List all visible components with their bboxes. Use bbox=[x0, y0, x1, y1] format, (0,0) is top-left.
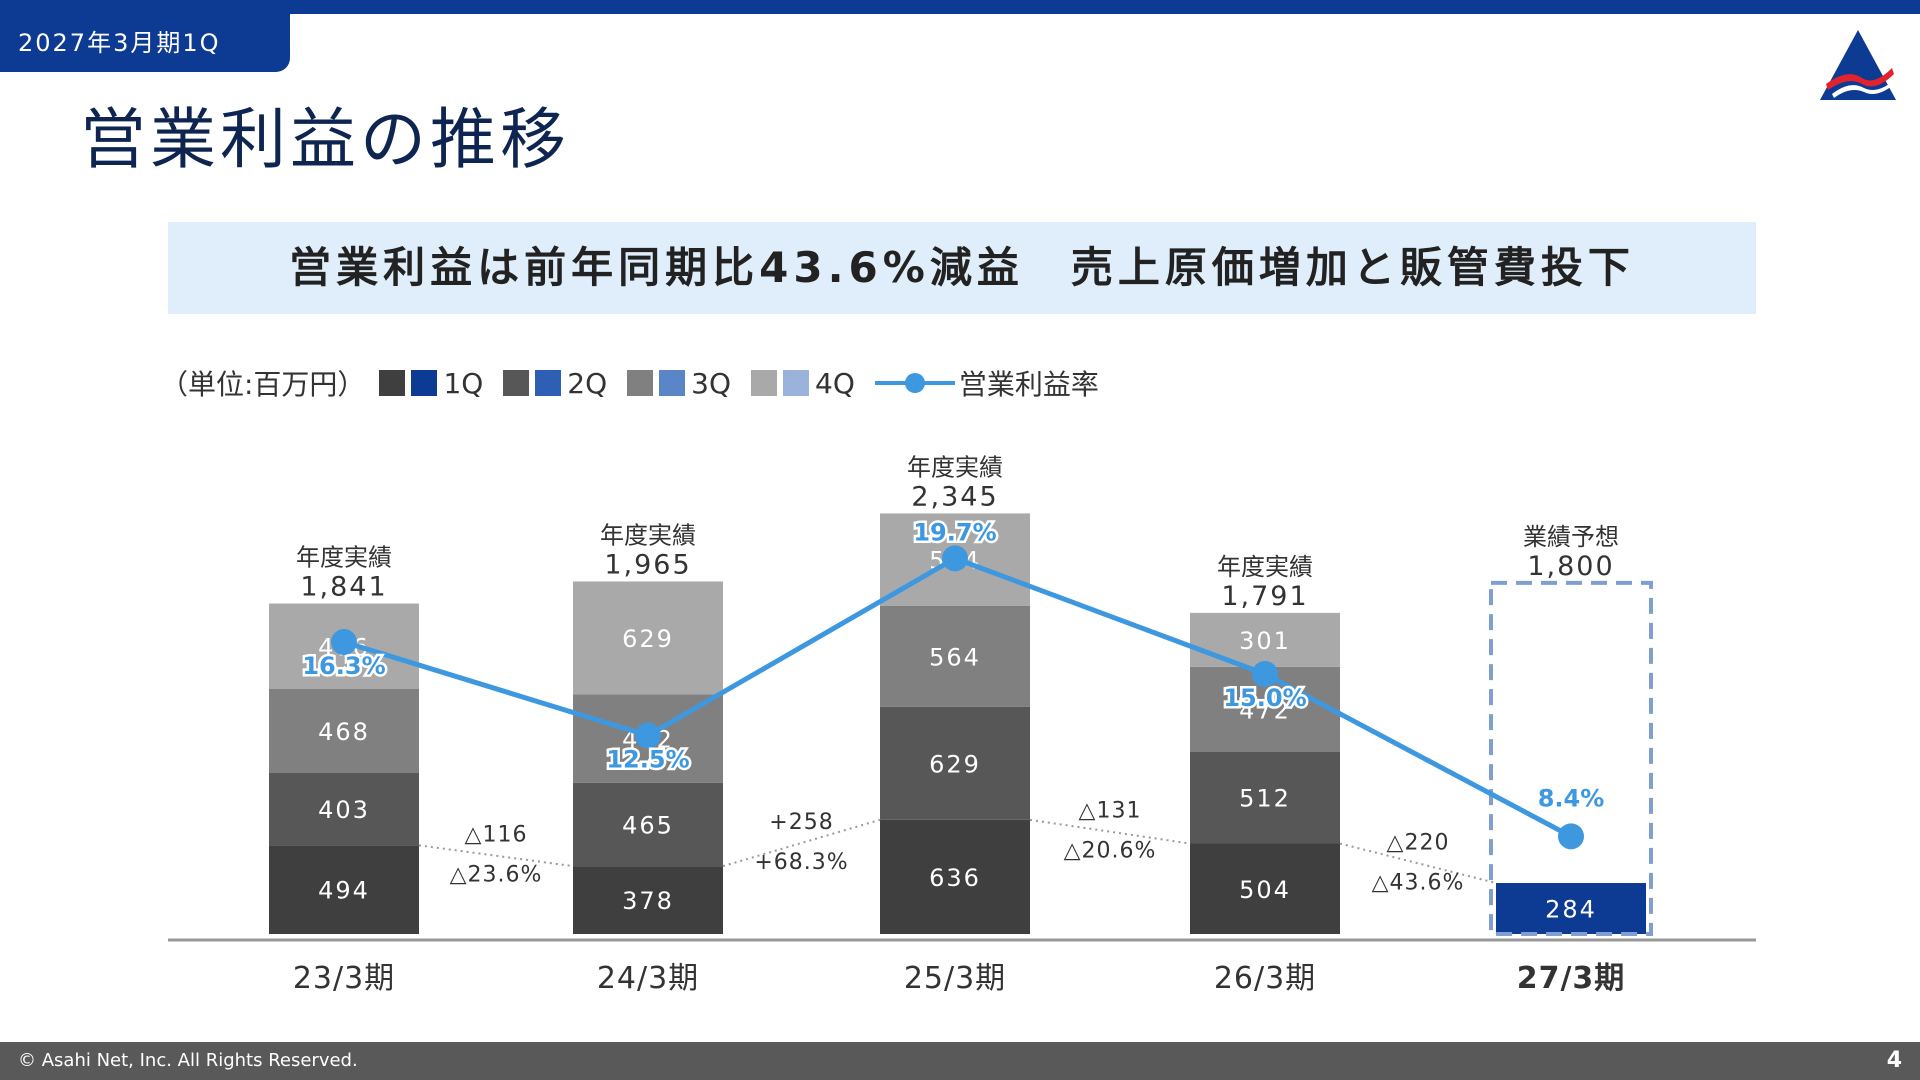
annual-total-label: 年度実績 bbox=[1217, 553, 1313, 581]
bar-value-label: 504 bbox=[1239, 876, 1291, 904]
operating-margin-point bbox=[331, 629, 357, 656]
bar-value-label: 629 bbox=[622, 625, 674, 653]
annual-total-label: 年度実績 bbox=[907, 453, 1003, 481]
bar-segment-1q bbox=[269, 845, 419, 934]
q1-change-pct: △20.6% bbox=[1064, 839, 1157, 864]
bar-segment-3q bbox=[269, 688, 419, 773]
bar-value-label: 636 bbox=[929, 864, 981, 892]
x-tick-label: 26/3期 bbox=[1214, 961, 1316, 996]
top-accent-bar bbox=[0, 0, 1920, 14]
x-tick-label: 23/3期 bbox=[293, 961, 395, 996]
legend-swatch-2q-forecast bbox=[535, 370, 562, 396]
legend-label-4q: 4Q bbox=[815, 366, 855, 400]
bar-segment-1q bbox=[1496, 883, 1646, 934]
annual-total-label: 年度実績 bbox=[296, 544, 392, 572]
bar-segment-3q bbox=[880, 605, 1030, 707]
bar-value-label: 629 bbox=[929, 750, 981, 778]
annual-total-value: 2,345 bbox=[911, 481, 998, 512]
operating-margin-label: 19.7% bbox=[913, 518, 996, 546]
q1-change-amount: △116 bbox=[465, 823, 528, 848]
x-tick-label: 27/3期 bbox=[1517, 961, 1626, 996]
legend-swatch-4q-actual bbox=[751, 370, 778, 396]
legend-label-3q: 3Q bbox=[691, 366, 732, 400]
bar-segment-2q bbox=[880, 706, 1030, 820]
operating-margin-point bbox=[635, 722, 661, 749]
q1-change-pct: △43.6% bbox=[1372, 870, 1465, 895]
legend-swatch-1q-forecast bbox=[411, 370, 438, 396]
legend-swatch-4q-forecast bbox=[783, 370, 810, 396]
bar-value-label: 564 bbox=[929, 643, 981, 671]
annual-total-label: 業績予想 bbox=[1523, 523, 1619, 551]
asahi-net-logo-icon bbox=[1818, 28, 1898, 102]
x-tick-label: 25/3期 bbox=[904, 961, 1006, 996]
bar-value-label: 403 bbox=[318, 796, 370, 824]
bar-segment-2q bbox=[573, 782, 723, 867]
legend-swatch-1q-actual bbox=[379, 370, 406, 396]
bar-segment-2q bbox=[1190, 751, 1340, 844]
bar-value-label: 284 bbox=[1545, 896, 1597, 924]
bar-value-label: 468 bbox=[318, 718, 370, 746]
chart-legend: （単位:百万円） 1Q 2Q 3Q 4Q 営業利益率 bbox=[160, 358, 1099, 408]
q1-change-pct: +68.3% bbox=[754, 850, 848, 875]
legend-line-marker-icon bbox=[874, 370, 955, 396]
legend-label-operating-margin: 営業利益率 bbox=[958, 368, 1099, 401]
legend-swatch-3q-forecast bbox=[659, 370, 686, 396]
legend-label-2q: 2Q bbox=[567, 366, 608, 400]
bar-segment-1q bbox=[1190, 843, 1340, 934]
annual-total-value: 1,800 bbox=[1527, 551, 1614, 582]
bar-segment-2q bbox=[269, 772, 419, 846]
annual-total-value: 1,791 bbox=[1221, 581, 1308, 612]
q1-change-amount: +258 bbox=[769, 810, 833, 835]
bar-segment-1q bbox=[573, 866, 723, 934]
legend-swatch-3q-actual bbox=[627, 370, 654, 396]
q1-change-amount: △131 bbox=[1079, 799, 1142, 824]
operating-margin-label: 16.3% bbox=[302, 652, 385, 680]
period-tab: 2027年3月期1Q bbox=[0, 14, 290, 72]
page-number: 4 bbox=[1886, 1048, 1902, 1073]
bar-value-label: 378 bbox=[622, 887, 674, 915]
operating-margin-label: 12.5% bbox=[606, 746, 689, 774]
operating-margin-label: 15.0% bbox=[1223, 684, 1306, 712]
bar-value-label: 465 bbox=[622, 811, 674, 839]
operating-margin-label: 8.4% bbox=[1538, 784, 1605, 812]
forecast-dashed-outline bbox=[1489, 580, 1653, 937]
unit-label: （単位:百万円） bbox=[160, 368, 366, 401]
legend-swatch-2q-actual bbox=[503, 370, 530, 396]
headline-banner: 営業利益は前年同期比43.6%減益 売上原価増加と販管費投下 bbox=[168, 222, 1756, 314]
operating-margin-point bbox=[1558, 823, 1584, 850]
q1-change-amount: △220 bbox=[1387, 830, 1450, 855]
bar-segment-4q bbox=[573, 581, 723, 695]
copyright-text: © Asahi Net, Inc. All Rights Reserved. bbox=[18, 1050, 358, 1071]
x-tick-label: 24/3期 bbox=[597, 961, 699, 996]
annual-total-label: 年度実績 bbox=[600, 521, 696, 549]
bar-value-label: 512 bbox=[1239, 785, 1291, 813]
page-title: 営業利益の推移 bbox=[80, 101, 570, 178]
operating-margin-point bbox=[942, 545, 968, 572]
annual-total-value: 1,965 bbox=[604, 549, 691, 580]
bar-value-label: 472 bbox=[1239, 696, 1291, 724]
operating-income-chart: 494403468476年度実績1,84123/3期378465492629年度… bbox=[168, 453, 1756, 996]
q1-change-connector bbox=[418, 844, 574, 868]
bar-value-label: 494 bbox=[318, 877, 370, 905]
legend-label-1q: 1Q bbox=[443, 366, 484, 400]
annual-total-value: 1,841 bbox=[300, 572, 387, 603]
bar-value-label: 301 bbox=[1239, 627, 1291, 655]
footer-bar: © Asahi Net, Inc. All Rights Reserved. 4 bbox=[0, 1042, 1920, 1080]
operating-margin-point bbox=[1252, 661, 1278, 687]
q1-change-pct: △23.6% bbox=[450, 863, 543, 888]
bar-segment-1q bbox=[880, 819, 1030, 934]
